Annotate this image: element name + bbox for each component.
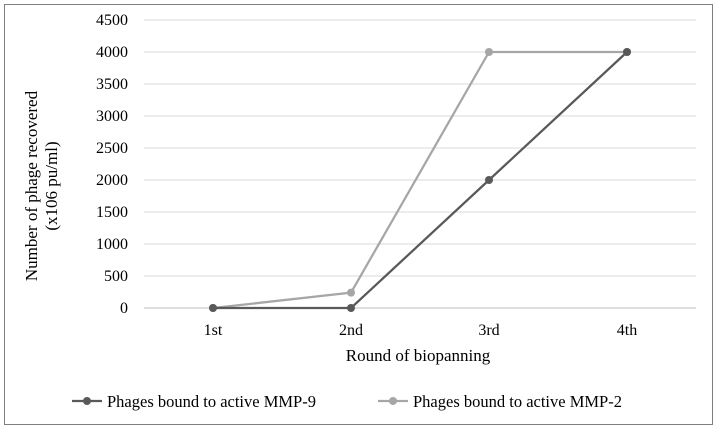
y-tick-label: 2000: [96, 172, 128, 189]
x-tick-label: 3rd: [478, 322, 499, 339]
y-tick-label: 1500: [96, 204, 128, 221]
x-axis-title: Round of biopanning: [346, 346, 491, 365]
y-tick-label: 4000: [96, 44, 128, 61]
legend-item-2: Phages bound to active MMP-2: [378, 392, 622, 411]
data-point: [485, 176, 493, 184]
y-tick-label: 0: [120, 300, 128, 317]
gridlines: [144, 19, 696, 309]
y-tick-label: 2500: [96, 140, 128, 157]
data-point: [209, 304, 217, 312]
legend-swatch-marker: [83, 397, 91, 405]
x-tick-label: 2nd: [339, 322, 363, 339]
x-tick-label: 1st: [204, 322, 223, 339]
data-point: [623, 48, 631, 56]
data-point: [347, 304, 355, 312]
y-axis-title-line-2: (x106 pu/ml): [42, 141, 61, 230]
y-axis-tick-labels: 0 500 1000 1500 2000 2500 3000 3500 4000 4500: [96, 12, 128, 317]
y-tick-label: 1000: [96, 236, 128, 253]
y-tick-label: 4500: [96, 12, 128, 29]
legend-label: Phages bound to active MMP-9: [107, 392, 316, 411]
legend-label: Phages bound to active MMP-2: [413, 392, 622, 411]
series-lines: [209, 48, 631, 312]
x-tick-label: 4th: [617, 322, 637, 339]
series-1: [209, 48, 631, 312]
y-tick-label: 500: [104, 268, 128, 285]
y-tick-label: 3500: [96, 76, 128, 93]
legend-item-1: Phages bound to active MMP-9: [72, 392, 316, 411]
series-line: [213, 51, 628, 310]
series-line: [212, 50, 627, 310]
legend: Phages bound to active MMP-9 Phages bound…: [72, 392, 622, 411]
x-axis-tick-labels: 1st 2nd 3rd 4th: [204, 322, 638, 339]
data-point: [347, 288, 355, 297]
data-point: [485, 48, 493, 56]
y-axis-title-line-1: Number of phage recovered: [22, 90, 41, 281]
y-tick-label: 3000: [96, 108, 128, 125]
legend-swatch-marker: [389, 397, 397, 405]
chart-frame: [4, 4, 713, 425]
